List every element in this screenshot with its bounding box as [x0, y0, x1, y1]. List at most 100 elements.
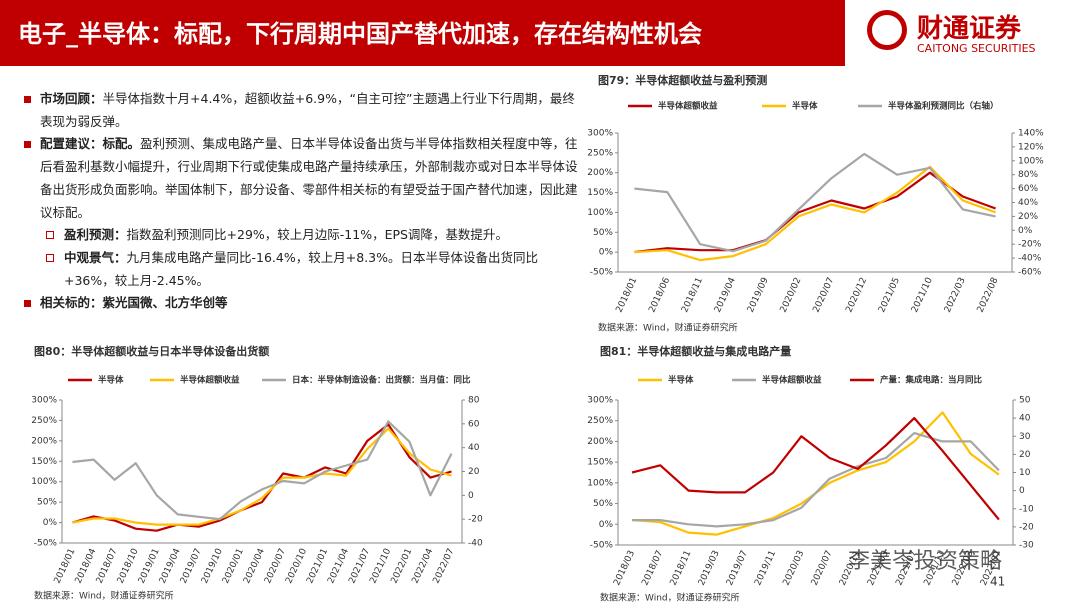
y-tick-label: 0%: [599, 520, 614, 530]
x-tick-label: 2018/11: [680, 276, 705, 314]
y-tick-label: -50%: [590, 541, 614, 551]
bullet: 配置建议：标配。盈利预测、集成电路产量、日本半导体设备出货与半导体指数相关程度中…: [22, 133, 578, 224]
y-tick-label: 50%: [593, 228, 613, 238]
y2-tick-label: 0: [468, 491, 474, 501]
sub-bullet: 中观景气：九月集成电路产量同比-16.4%，较上月+8.3%。日本半导体设备出货…: [22, 247, 578, 292]
bullet-label: 市场回顾：: [40, 91, 103, 106]
chart-source: 数据来源：Wind，财通证券研究所: [34, 590, 174, 602]
page-number: 41: [990, 575, 1005, 589]
y-tick-label: 250%: [31, 416, 57, 426]
line-series: [632, 411, 1000, 536]
y-tick-label: 200%: [587, 437, 613, 447]
y2-tick-label: 60: [468, 419, 480, 429]
x-tick-label: 2018/11: [669, 549, 694, 587]
y2-tick-label: 20: [1019, 450, 1031, 460]
bullet-label: 配置建议：标配。: [40, 136, 141, 152]
line-series: [72, 423, 452, 532]
y-tick-label: 100%: [587, 208, 613, 218]
x-tick-label: 2018/03: [612, 549, 637, 587]
bullet-list: 市场回顾：半导体指数十月+4.4%，超额收益+6.9%，“自主可控”主题遇上行业…: [22, 88, 578, 315]
x-tick-label: 2020/03: [782, 549, 807, 587]
y-tick-label: 0%: [599, 248, 614, 258]
x-tick-label: 2021/10: [910, 276, 935, 314]
y2-tick-label: 20%: [1018, 212, 1038, 222]
x-tick-label: 2019/03: [697, 549, 722, 587]
chart-title: 图79：半导体超额收益与盈利预测: [598, 73, 767, 87]
y2-tick-label: 40: [468, 443, 480, 453]
y2-tick-label: -30: [1019, 541, 1034, 551]
y-tick-label: 300%: [587, 396, 613, 406]
line-series: [72, 420, 453, 521]
x-tick-label: 2019/07: [725, 549, 750, 587]
y-tick-label: 150%: [587, 188, 613, 198]
chart-title: 图80：半导体超额收益与日本半导体设备出货额: [34, 344, 269, 358]
x-tick-label: 2020/12: [844, 276, 869, 314]
y2-tick-label: -20: [1019, 522, 1034, 532]
logo-text: 财通证券: [917, 14, 1022, 44]
x-tick-label: 2022/07: [432, 547, 457, 585]
y-tick-label: 250%: [587, 416, 613, 426]
y2-tick-label: -40%: [1018, 254, 1042, 264]
x-tick-label: 2018/07: [640, 549, 665, 587]
legend-label: 半导体超额收益: [180, 375, 240, 386]
y-tick-label: 0%: [43, 518, 58, 528]
chart-source: 数据来源：Wind，财通证券研究所: [598, 322, 738, 334]
legend-label: 半导体超额收益: [658, 101, 718, 112]
y-tick-label: 300%: [31, 396, 57, 406]
y-tick-label: 50%: [37, 498, 57, 508]
chart-source: 数据来源：Wind，财通证券研究所: [600, 592, 740, 604]
legend-label: 半导体: [98, 375, 124, 386]
line-series: [634, 171, 996, 254]
line-series: [634, 165, 996, 262]
y2-tick-label: 50: [1019, 396, 1031, 406]
y-tick-label: 150%: [31, 457, 57, 467]
y2-tick-label: 140%: [1018, 129, 1044, 139]
y2-tick-label: -60%: [1018, 268, 1042, 278]
watermark: 李美岑投资策略: [848, 549, 1002, 574]
y2-tick-label: 40%: [1018, 198, 1038, 208]
y-tick-label: 100%: [31, 477, 57, 487]
x-tick-label: 2020/07: [810, 549, 835, 587]
legend-label: 半导体: [668, 375, 694, 386]
bullet-text: 盈利预测、集成电路产量、日本半导体设备出货与半导体指数相关程度中等，往后看盈利基…: [40, 136, 578, 220]
bullet: 相关标的：紫光国微、北方华创等: [22, 292, 578, 315]
y2-tick-label: 40: [1019, 414, 1031, 424]
bullet-label: 中观景气：: [64, 249, 127, 265]
chart-title: 图81：半导体超额收益与集成电路产量: [600, 344, 791, 358]
line-series: [632, 432, 1000, 528]
x-tick-label: 2021/05: [877, 276, 902, 314]
sub-bullet: 盈利预测：指数盈利预测同比+29%，较上月边际-11%，EPS调降，基数提升。: [22, 224, 578, 247]
legend-label: 日本：半导体制造设备：出货额：当月值：同比: [292, 375, 471, 386]
y2-tick-label: 10: [1019, 468, 1031, 478]
bullet-text: 九月集成电路产量同比-16.4%，较上月+8.3%。日本半导体设备出货同比+36…: [64, 249, 538, 288]
y2-tick-label: 80%: [1018, 170, 1038, 180]
y2-tick-label: 30: [1019, 432, 1031, 442]
x-tick-label: 2020/02: [779, 276, 804, 314]
bullet: 市场回顾：半导体指数十月+4.4%，超额收益+6.9%，“自主可控”主题遇上行业…: [22, 88, 578, 133]
y2-tick-label: -10: [1019, 504, 1034, 514]
y2-tick-label: -20%: [1018, 240, 1042, 250]
logo-subtext: CAITONG SECURITIES: [917, 42, 1036, 55]
line-series: [631, 417, 1000, 521]
y2-tick-label: -20: [468, 515, 483, 525]
x-tick-label: 2019/04: [713, 276, 738, 314]
y-tick-label: 200%: [31, 436, 57, 446]
x-tick-label: 2022/08: [976, 276, 1001, 314]
legend-label: 半导体超额收益: [762, 375, 822, 386]
bullet-text: 指数盈利预测同比+29%，较上月边际-11%，EPS调降，基数提升。: [126, 227, 508, 243]
y-tick-label: 150%: [587, 458, 613, 468]
x-tick-label: 2022/03: [943, 276, 968, 314]
bullet-label: 盈利预测：: [64, 227, 127, 243]
legend-label: 半导体: [792, 101, 818, 112]
x-tick-label: 2018/01: [615, 276, 640, 314]
x-tick-label: 2019/09: [746, 276, 771, 314]
y-tick-label: 200%: [587, 168, 613, 178]
logo: 财通证券 CAITONG SECURITIES: [845, 0, 1080, 66]
y2-tick-label: -40: [468, 539, 483, 549]
header: 电子_半导体：标配，下行周期中国产替代加速，存在结构性机会 财通证券 CAITO…: [0, 0, 1080, 66]
y-tick-label: -50%: [590, 268, 614, 278]
legend-label: 产量：集成电路：当月同比: [880, 375, 983, 386]
x-tick-label: 2018/06: [647, 276, 672, 314]
legend-label: 半导体盈利预测同比（右轴）: [888, 101, 999, 112]
y2-tick-label: 120%: [1018, 142, 1044, 152]
